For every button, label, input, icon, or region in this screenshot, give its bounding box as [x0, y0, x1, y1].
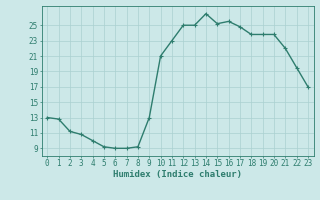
X-axis label: Humidex (Indice chaleur): Humidex (Indice chaleur): [113, 170, 242, 179]
